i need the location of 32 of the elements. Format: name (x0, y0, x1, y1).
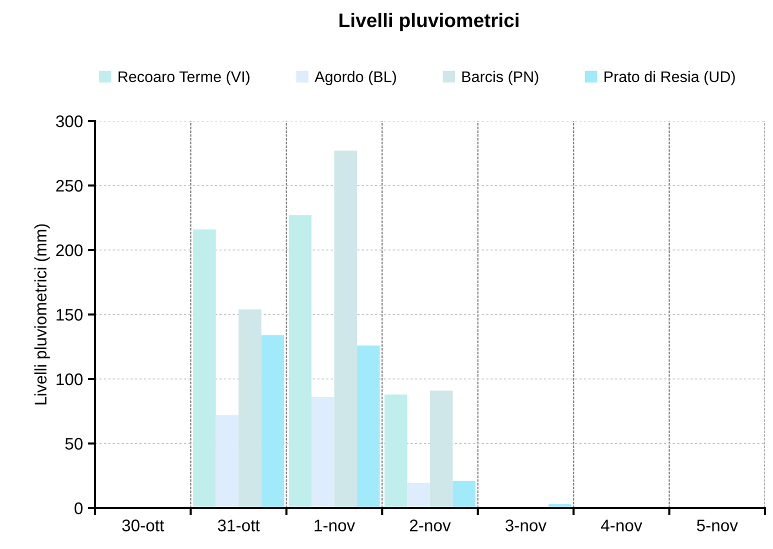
x-tick-label: 4-nov (600, 520, 642, 532)
x-tick-label: 1-nov (314, 520, 356, 532)
bar (357, 345, 380, 508)
bar (193, 229, 216, 508)
bar (312, 397, 334, 508)
bar (430, 390, 453, 508)
y-tick-label: 0 (74, 502, 83, 514)
bar (216, 415, 239, 508)
y-tick-label: 50 (65, 438, 83, 450)
x-tick-label: 2-nov (410, 520, 451, 532)
x-tick-label: 5-nov (696, 520, 738, 532)
y-tick-label: 200 (56, 244, 83, 256)
bar (288, 215, 312, 508)
y-tick-label: 300 (56, 115, 83, 128)
legend-label: Agordo (BL) (314, 70, 396, 86)
x-tick-label: 3-nov (506, 520, 547, 532)
y-tick-label: 250 (56, 180, 83, 192)
bar (384, 394, 408, 508)
bar (238, 309, 262, 508)
x-tick-label: 31-ott (218, 520, 260, 532)
y-tick-label: 150 (56, 308, 83, 321)
bar (261, 335, 284, 508)
bar (452, 480, 476, 508)
chart-title: Livelli pluviometrici (340, 12, 518, 32)
x-tick-label: 30-ott (122, 520, 164, 532)
legend-label: Recoaro Terme (VI) (118, 70, 250, 86)
legend-label: Prato di Resia (UD) (604, 70, 735, 86)
bar (407, 482, 430, 508)
y-tick-label: 100 (56, 373, 83, 386)
bar (334, 150, 358, 508)
y-axis-title: Livelli pluviometrici (mm) (34, 224, 50, 404)
legend-label: Barcis (PN) (462, 70, 538, 86)
